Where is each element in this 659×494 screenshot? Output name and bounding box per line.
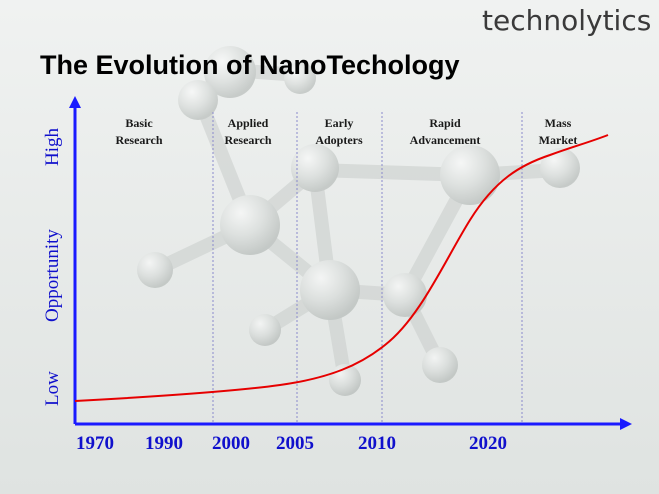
svg-text:Market: Market [539,133,578,147]
axes [69,96,632,430]
x-tick-2010: 2010 [358,433,396,454]
svg-text:Advancement: Advancement [410,133,481,147]
svg-text:Basic: Basic [125,116,153,130]
y-label-opportunity: Opportunity [42,229,63,322]
x-tick-2005: 2005 [276,433,314,454]
adoption-s-curve [74,134,609,402]
svg-text:Early: Early [325,116,354,130]
svg-text:Applied: Applied [228,116,269,130]
svg-text:Mass: Mass [545,116,572,130]
phase-basic-research: Basic Research [115,116,162,147]
x-tick-1990: 1990 [145,433,183,454]
y-label-high: High [42,128,63,167]
svg-text:Research: Research [115,133,162,147]
phase-rapid-advancement: Rapid Advancement [410,116,481,147]
svg-text:Adopters: Adopters [315,133,363,147]
y-label-low: Low [42,371,63,406]
x-tick-2020: 2020 [469,433,507,454]
svg-text:Research: Research [224,133,271,147]
x-tick-2000: 2000 [212,433,250,454]
phase-mass-market: Mass Market [539,116,578,147]
page-title: The Evolution of NanoTechology [40,50,460,80]
x-tick-1970: 1970 [76,433,114,454]
svg-text:Rapid: Rapid [429,116,461,130]
y-axis-arrow [69,96,81,108]
phase-applied-research: Applied Research [224,116,271,147]
phase-early-adopters: Early Adopters [315,116,363,147]
x-axis-arrow [620,418,632,430]
brand-logo: technolytics [482,4,651,37]
